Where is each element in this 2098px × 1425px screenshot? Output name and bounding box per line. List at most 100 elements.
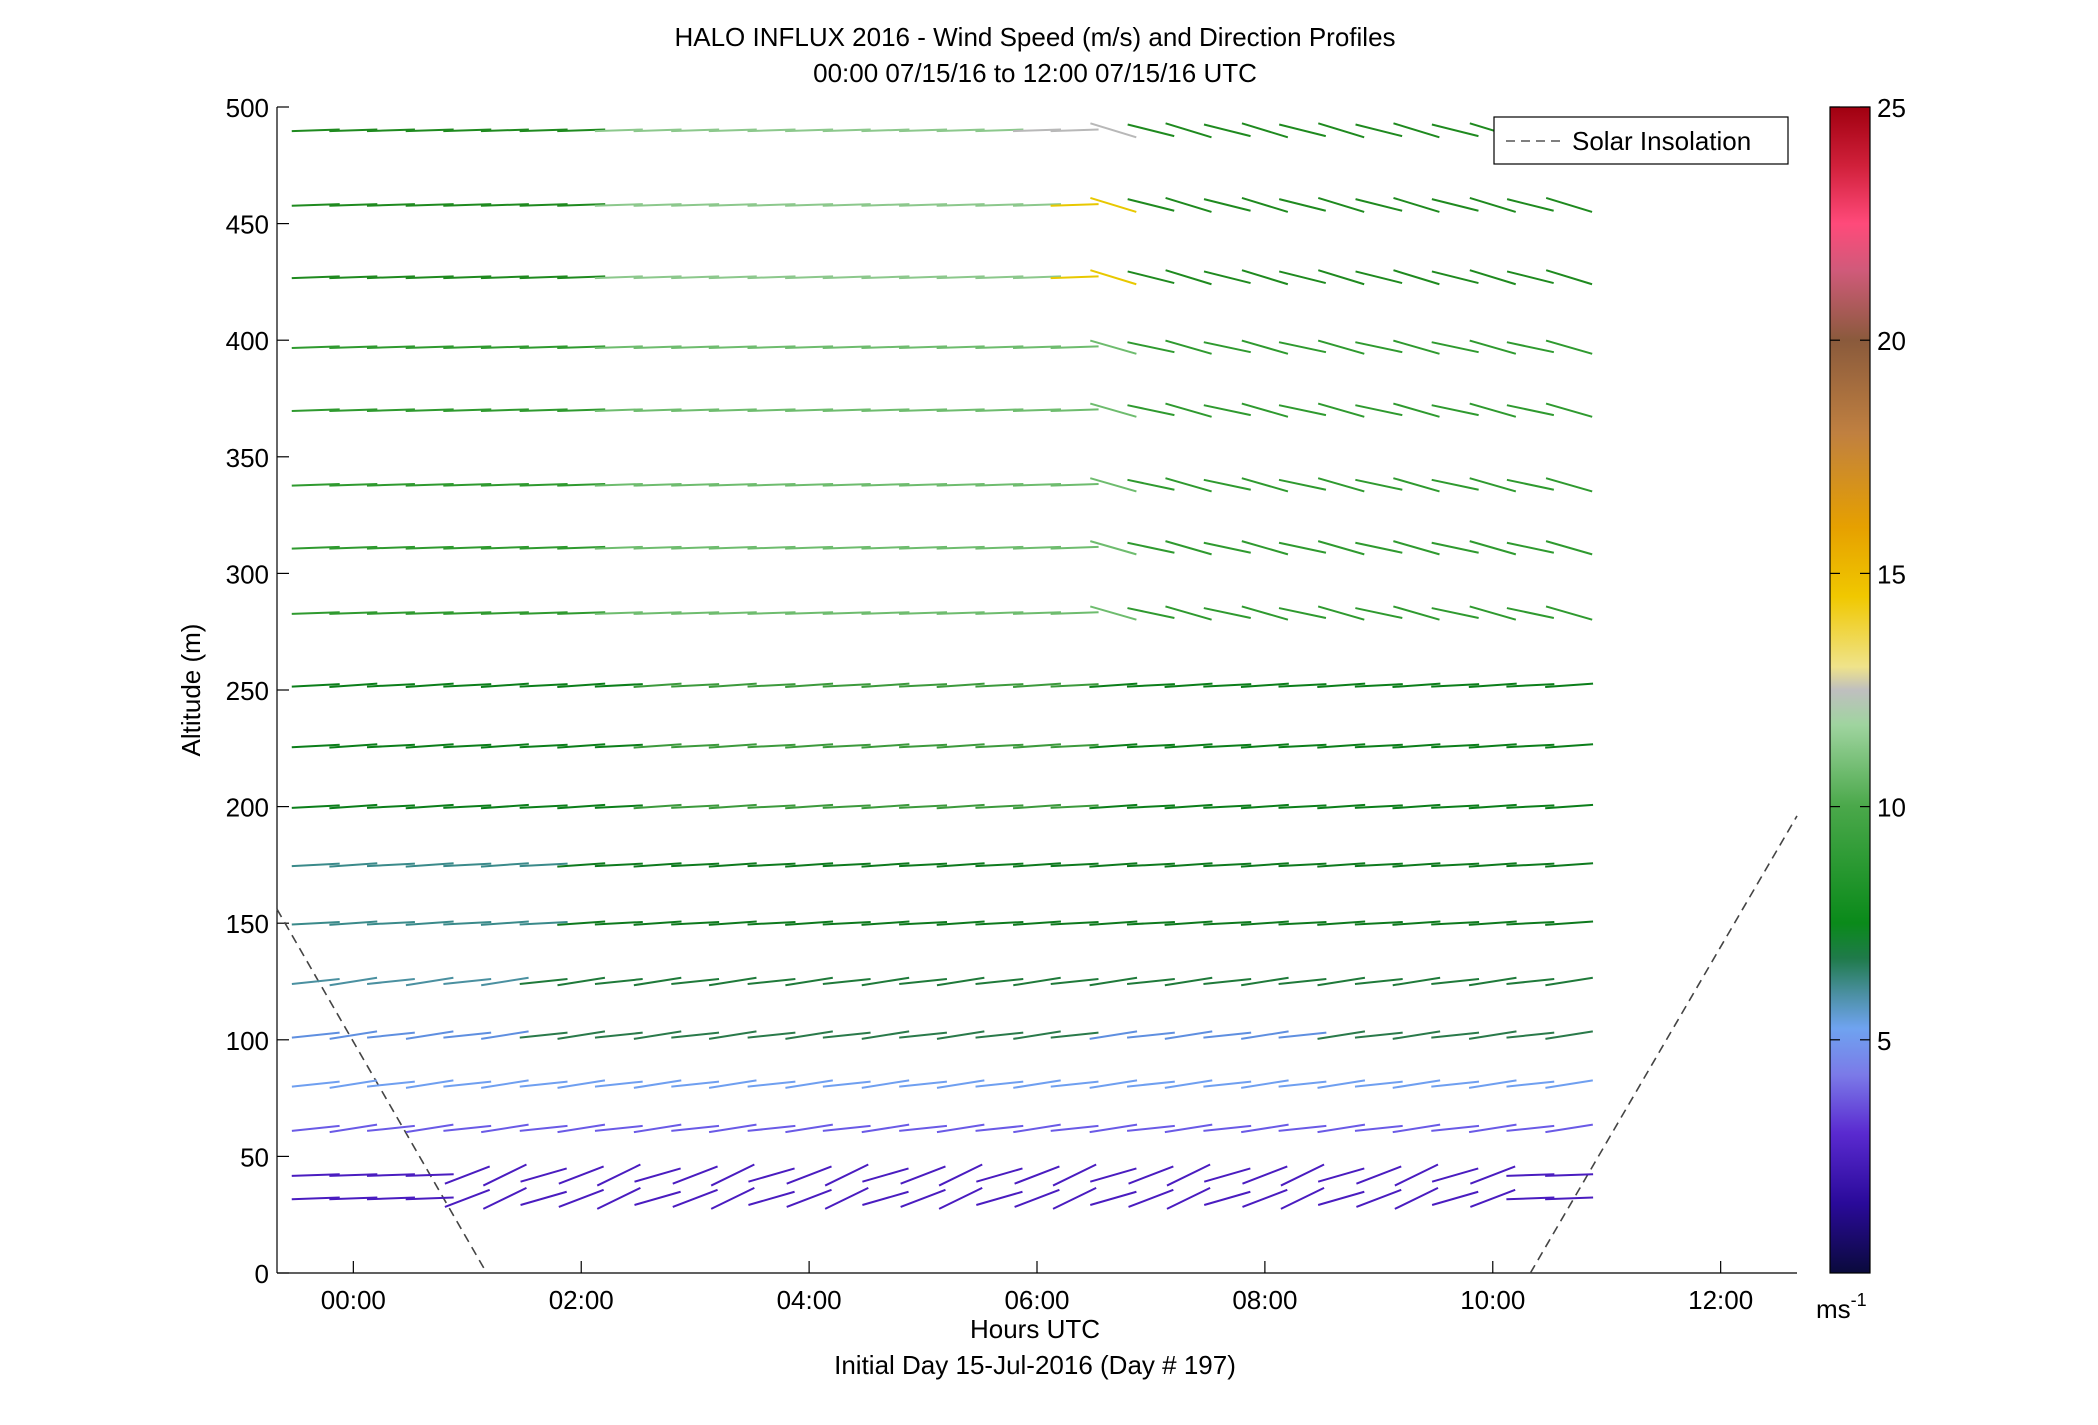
wind-barb [519,128,568,133]
wind-barb [936,275,985,280]
wind-barb [480,482,529,487]
wind-barb [1241,339,1289,355]
wind-barb [1164,1123,1213,1134]
wind-barb [1355,541,1403,554]
wind-barb [1241,402,1289,418]
wind-barb [1354,1124,1403,1132]
wind-barb [405,275,454,280]
wind-barb [1355,478,1403,491]
wind-barb [786,1165,832,1185]
wind-barb [1506,270,1554,285]
wind-barb [1545,339,1593,355]
wind-barb [1545,1196,1594,1201]
wind-barb [671,683,720,688]
solar-insolation-lines [276,815,1798,1274]
wind-barb [329,275,378,280]
wind-barb [1431,478,1479,491]
wind-barb [557,545,606,550]
wind-barb [1013,976,1061,987]
wind-barb [1506,478,1555,491]
wind-barb [1545,540,1593,556]
wind-barb [1164,682,1213,689]
wind-barb [291,482,340,487]
wind-barb [975,408,1024,412]
wind-barb [443,920,492,926]
wind-barb [708,611,757,615]
wind-barb [366,128,415,133]
wind-barb [519,408,568,412]
wind-barb [557,682,606,689]
wind-barb [329,482,378,487]
wind-barb [1431,198,1479,212]
wind-barb [1431,862,1480,868]
wind-barb [1278,743,1327,749]
wind-barb [329,920,378,926]
wind-barb [899,482,948,487]
wind-barb [1280,1186,1325,1210]
wind-barb [785,682,834,689]
wind-barb [1240,862,1289,868]
wind-barb [1468,803,1517,810]
wind-barb [822,977,871,986]
wind-barb [594,1124,643,1132]
wind-barb [671,743,720,749]
wind-barb [1012,345,1062,350]
wind-barb [443,203,492,207]
x-tick-label: 12:00 [1688,1285,1753,1315]
wind-barb [1431,541,1479,554]
wind-barb [633,862,682,868]
wind-barb [1014,1188,1060,1208]
wind-barb [936,920,985,926]
y-tick-label: 0 [255,1259,269,1289]
wind-barb [975,482,1024,487]
wind-barb [671,1124,720,1132]
y-tick-label: 450 [226,210,269,240]
wind-barb [1089,477,1137,493]
wind-barb [594,482,643,487]
wind-barb [785,1123,833,1134]
colorbar-unit: ms-1 [1816,1290,1867,1324]
wind-barb [366,203,415,207]
wind-barb [899,345,948,350]
wind-barb [1356,1165,1402,1185]
wind-barb [708,482,757,487]
wind-barb [1469,477,1517,493]
wind-barb [1392,1079,1441,1089]
wind-barb [405,1196,454,1201]
wind-barb [557,408,606,412]
wind-barb [747,611,796,615]
wind-barb [899,977,948,986]
wind-barb [1164,862,1213,868]
wind-barb [1317,540,1365,556]
wind-barb [975,203,1024,207]
wind-barb [519,743,568,749]
wind-barb [747,862,796,868]
x-axis-ticks: 00:00 02:00 04:00 06:00 08:00 10:00 12:00 [321,1261,1753,1315]
y-tick-label: 50 [240,1142,269,1172]
colorbar-tick-label: 15 [1877,559,1906,589]
wind-barb [443,545,492,550]
y-tick-label: 100 [226,1026,269,1056]
wind-barb [329,1173,378,1177]
wind-barb [1317,920,1366,926]
wind-barb [1470,1188,1516,1208]
wind-barb [1317,1167,1365,1183]
wind-barb [291,1196,340,1201]
wind-barb [444,1188,491,1208]
wind-barb [405,1030,454,1040]
wind-barb [366,408,415,412]
wind-barb [936,408,985,412]
wind-barb [633,545,682,550]
wind-barb [1506,607,1555,620]
wind-barb [1506,1080,1555,1088]
wind-barb [1280,1163,1325,1187]
wind-barb [1203,1124,1252,1132]
wind-barb [329,545,378,550]
wind-barb [1317,122,1365,139]
wind-barb [519,482,568,487]
wind-barb [443,345,492,350]
wind-barb [1165,269,1212,286]
wind-barb [1165,339,1212,355]
wind-barb [938,1186,983,1210]
wind-barb [936,482,985,487]
